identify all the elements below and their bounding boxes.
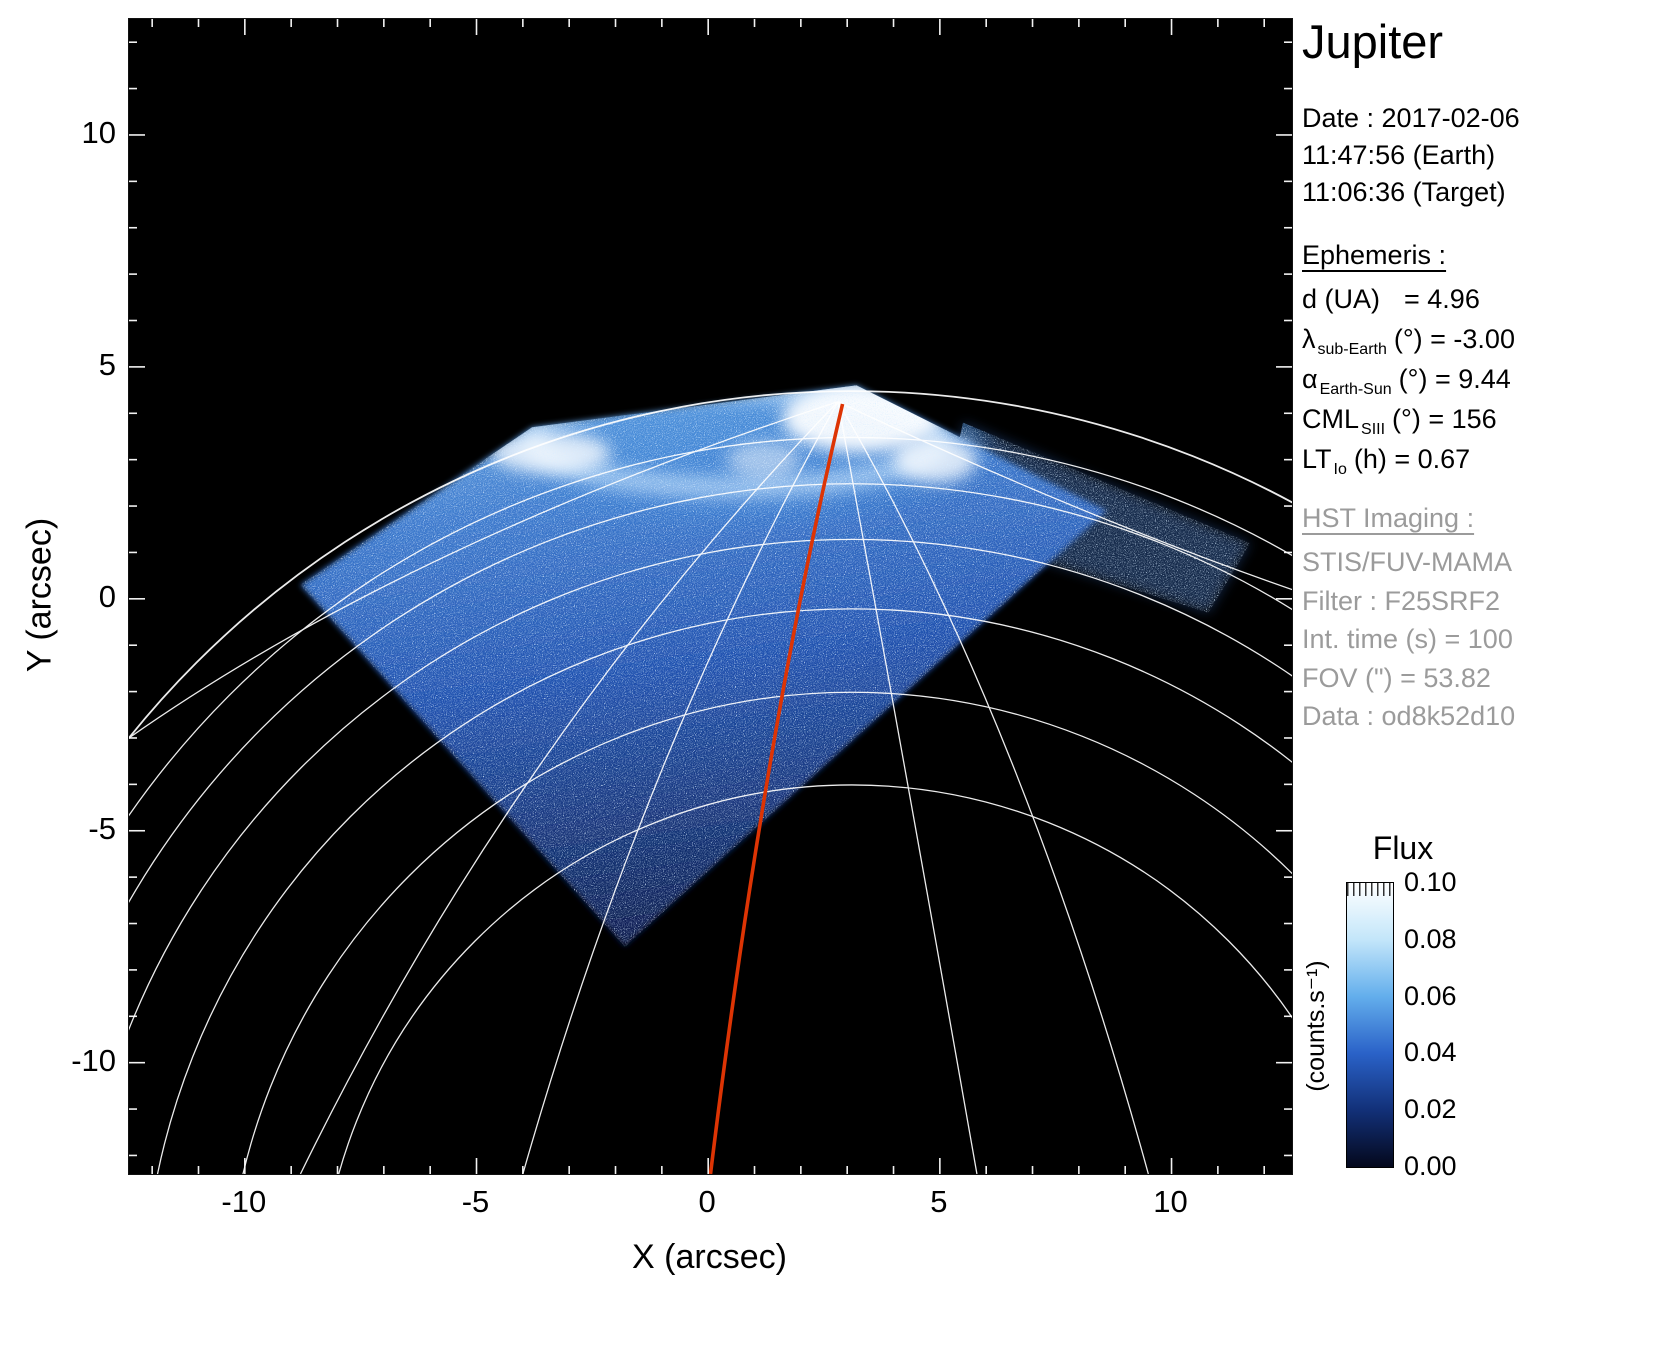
ephemeris-row: α Earth-Sun (°) = 9.44	[1302, 364, 1511, 398]
hst-info-row: Filter : F25SRF2	[1302, 585, 1501, 616]
x-tick-label: -10	[221, 1184, 267, 1219]
axis-ticks	[129, 19, 1292, 1174]
planet-graticule	[129, 390, 1292, 1174]
x-axis-label: X (arcsec)	[632, 1238, 787, 1276]
ephemeris-row: CML SIII (°) = 156	[1302, 404, 1497, 438]
flux-tick-labels: 0.10 0.08 0.06 0.04 0.02 0.00	[1404, 867, 1494, 1181]
flux-tick-label: 0.04	[1404, 1037, 1457, 1068]
hst-heading: HST Imaging :	[1302, 503, 1475, 533]
ephemeris-row: LT Io (h) = 0.67	[1302, 444, 1471, 478]
y-tick-label: -10	[71, 1042, 116, 1078]
target-time-line: 11:06:36 (Target)	[1302, 177, 1506, 207]
ephemeris-row: d (UA) = 4.96	[1302, 284, 1480, 314]
hst-info-rows: STIS/FUV-MAMA Filter : F25SRF2 Int. time (…	[1302, 543, 1515, 736]
plot-area	[128, 18, 1293, 1175]
ephemeris-rows: d (UA) = 4.96 λ sub-Earth (°) = -3.00 α Earth…	[1302, 284, 1515, 484]
info-panel: Jupiter Date : 2017-02-06 11:47:56 (Eart…	[1302, 0, 1676, 1367]
flux-tick-label: 0.02	[1404, 1094, 1457, 1125]
hst-info-row: STIS/FUV-MAMA	[1302, 547, 1513, 577]
flux-tick-label: 0.10	[1404, 867, 1457, 897]
flux-colorbar: Flux (counts.s⁻¹) 0.10 0.08 0.06 0.04 0.02 0.…	[1302, 830, 1676, 1250]
ephemeris-heading: Ephemeris :	[1302, 240, 1447, 270]
x-tick-label: -5	[461, 1184, 490, 1219]
x-tick-label: 10	[1153, 1184, 1188, 1219]
cml-meridian-line	[708, 403, 845, 1174]
date-block: Date : 2017-02-06 11:47:56 (Earth) 11:06…	[1302, 100, 1520, 211]
x-tick-label: 5	[930, 1184, 948, 1219]
y-tick-label: 0	[98, 578, 116, 614]
hst-info-row: Int. time (s) = 100	[1302, 624, 1513, 654]
x-tick-label: 0	[698, 1184, 716, 1219]
earth-time-line: 11:47:56 (Earth)	[1302, 140, 1496, 170]
y-tick-label: -5	[88, 810, 116, 846]
y-tick-label: 10	[81, 114, 116, 150]
flux-unit-label: (counts.s⁻¹)	[1302, 960, 1330, 1092]
y-axis-label: Y (arcsec)	[20, 517, 59, 673]
ephemeris-row: λ sub-Earth (°) = -3.00	[1302, 324, 1515, 358]
planet-title: Jupiter	[1302, 15, 1444, 68]
hst-info-row: FOV (") = 53.82	[1302, 662, 1491, 693]
flux-tick-label: 0.00	[1404, 1151, 1457, 1181]
flux-title: Flux	[1372, 830, 1434, 866]
flux-gradient-bar	[1346, 882, 1394, 1168]
flux-tick-label: 0.08	[1404, 923, 1457, 954]
aurora-image-plot	[129, 19, 1292, 1174]
date-line: Date : 2017-02-06	[1302, 103, 1520, 133]
flux-tick-label: 0.06	[1404, 980, 1457, 1011]
y-tick-label: 5	[98, 346, 116, 382]
hst-info-row: Data : od8k52d10	[1302, 701, 1516, 731]
